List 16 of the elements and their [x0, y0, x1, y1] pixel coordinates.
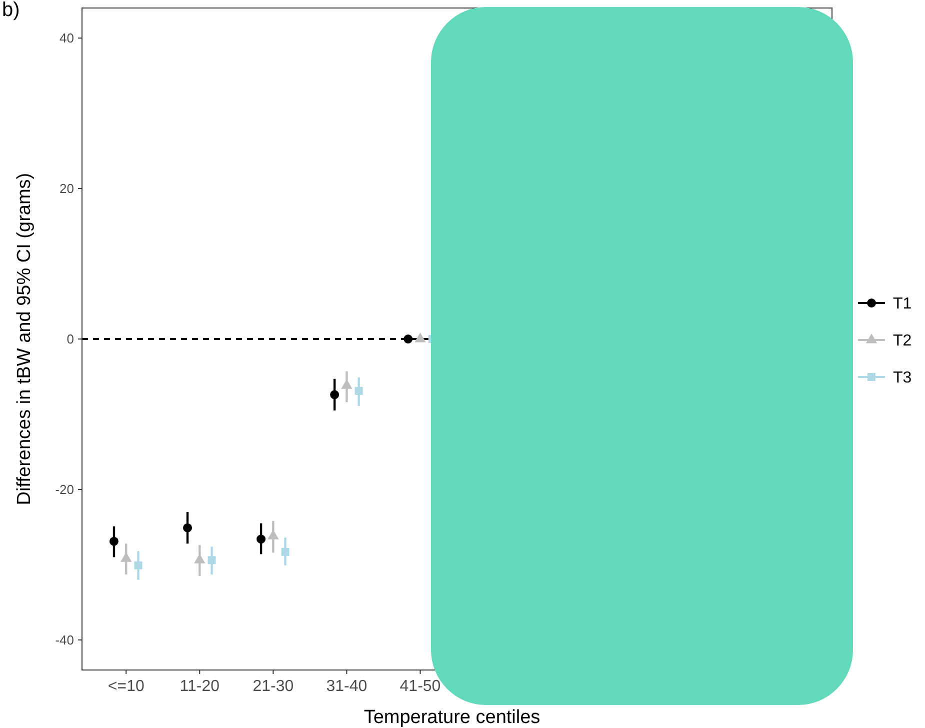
- y-axis-title: Differences in tBW and 95% CI (grams): [14, 172, 35, 506]
- y-tick-label: 40: [60, 30, 74, 46]
- y-tick-label: -40: [55, 632, 74, 648]
- x-axis-title: Temperature centiles: [364, 707, 540, 728]
- x-tick-label: 41-50: [400, 678, 441, 695]
- x-tick-label: 21-30: [252, 678, 294, 695]
- text: b): [2, 0, 20, 21]
- legend-label: T1: [893, 296, 912, 313]
- y-tick-label: -20: [55, 482, 74, 498]
- x-tick-label: 11-20: [180, 678, 220, 695]
- y-tick-label: 20: [60, 181, 74, 196]
- legend-label: T3: [893, 370, 912, 387]
- legend-label: T2: [893, 332, 912, 350]
- y-tick-label: 0: [66, 332, 74, 347]
- x-tick-label: 31-40: [326, 678, 368, 695]
- x-tick-label: <=10: [108, 678, 144, 695]
